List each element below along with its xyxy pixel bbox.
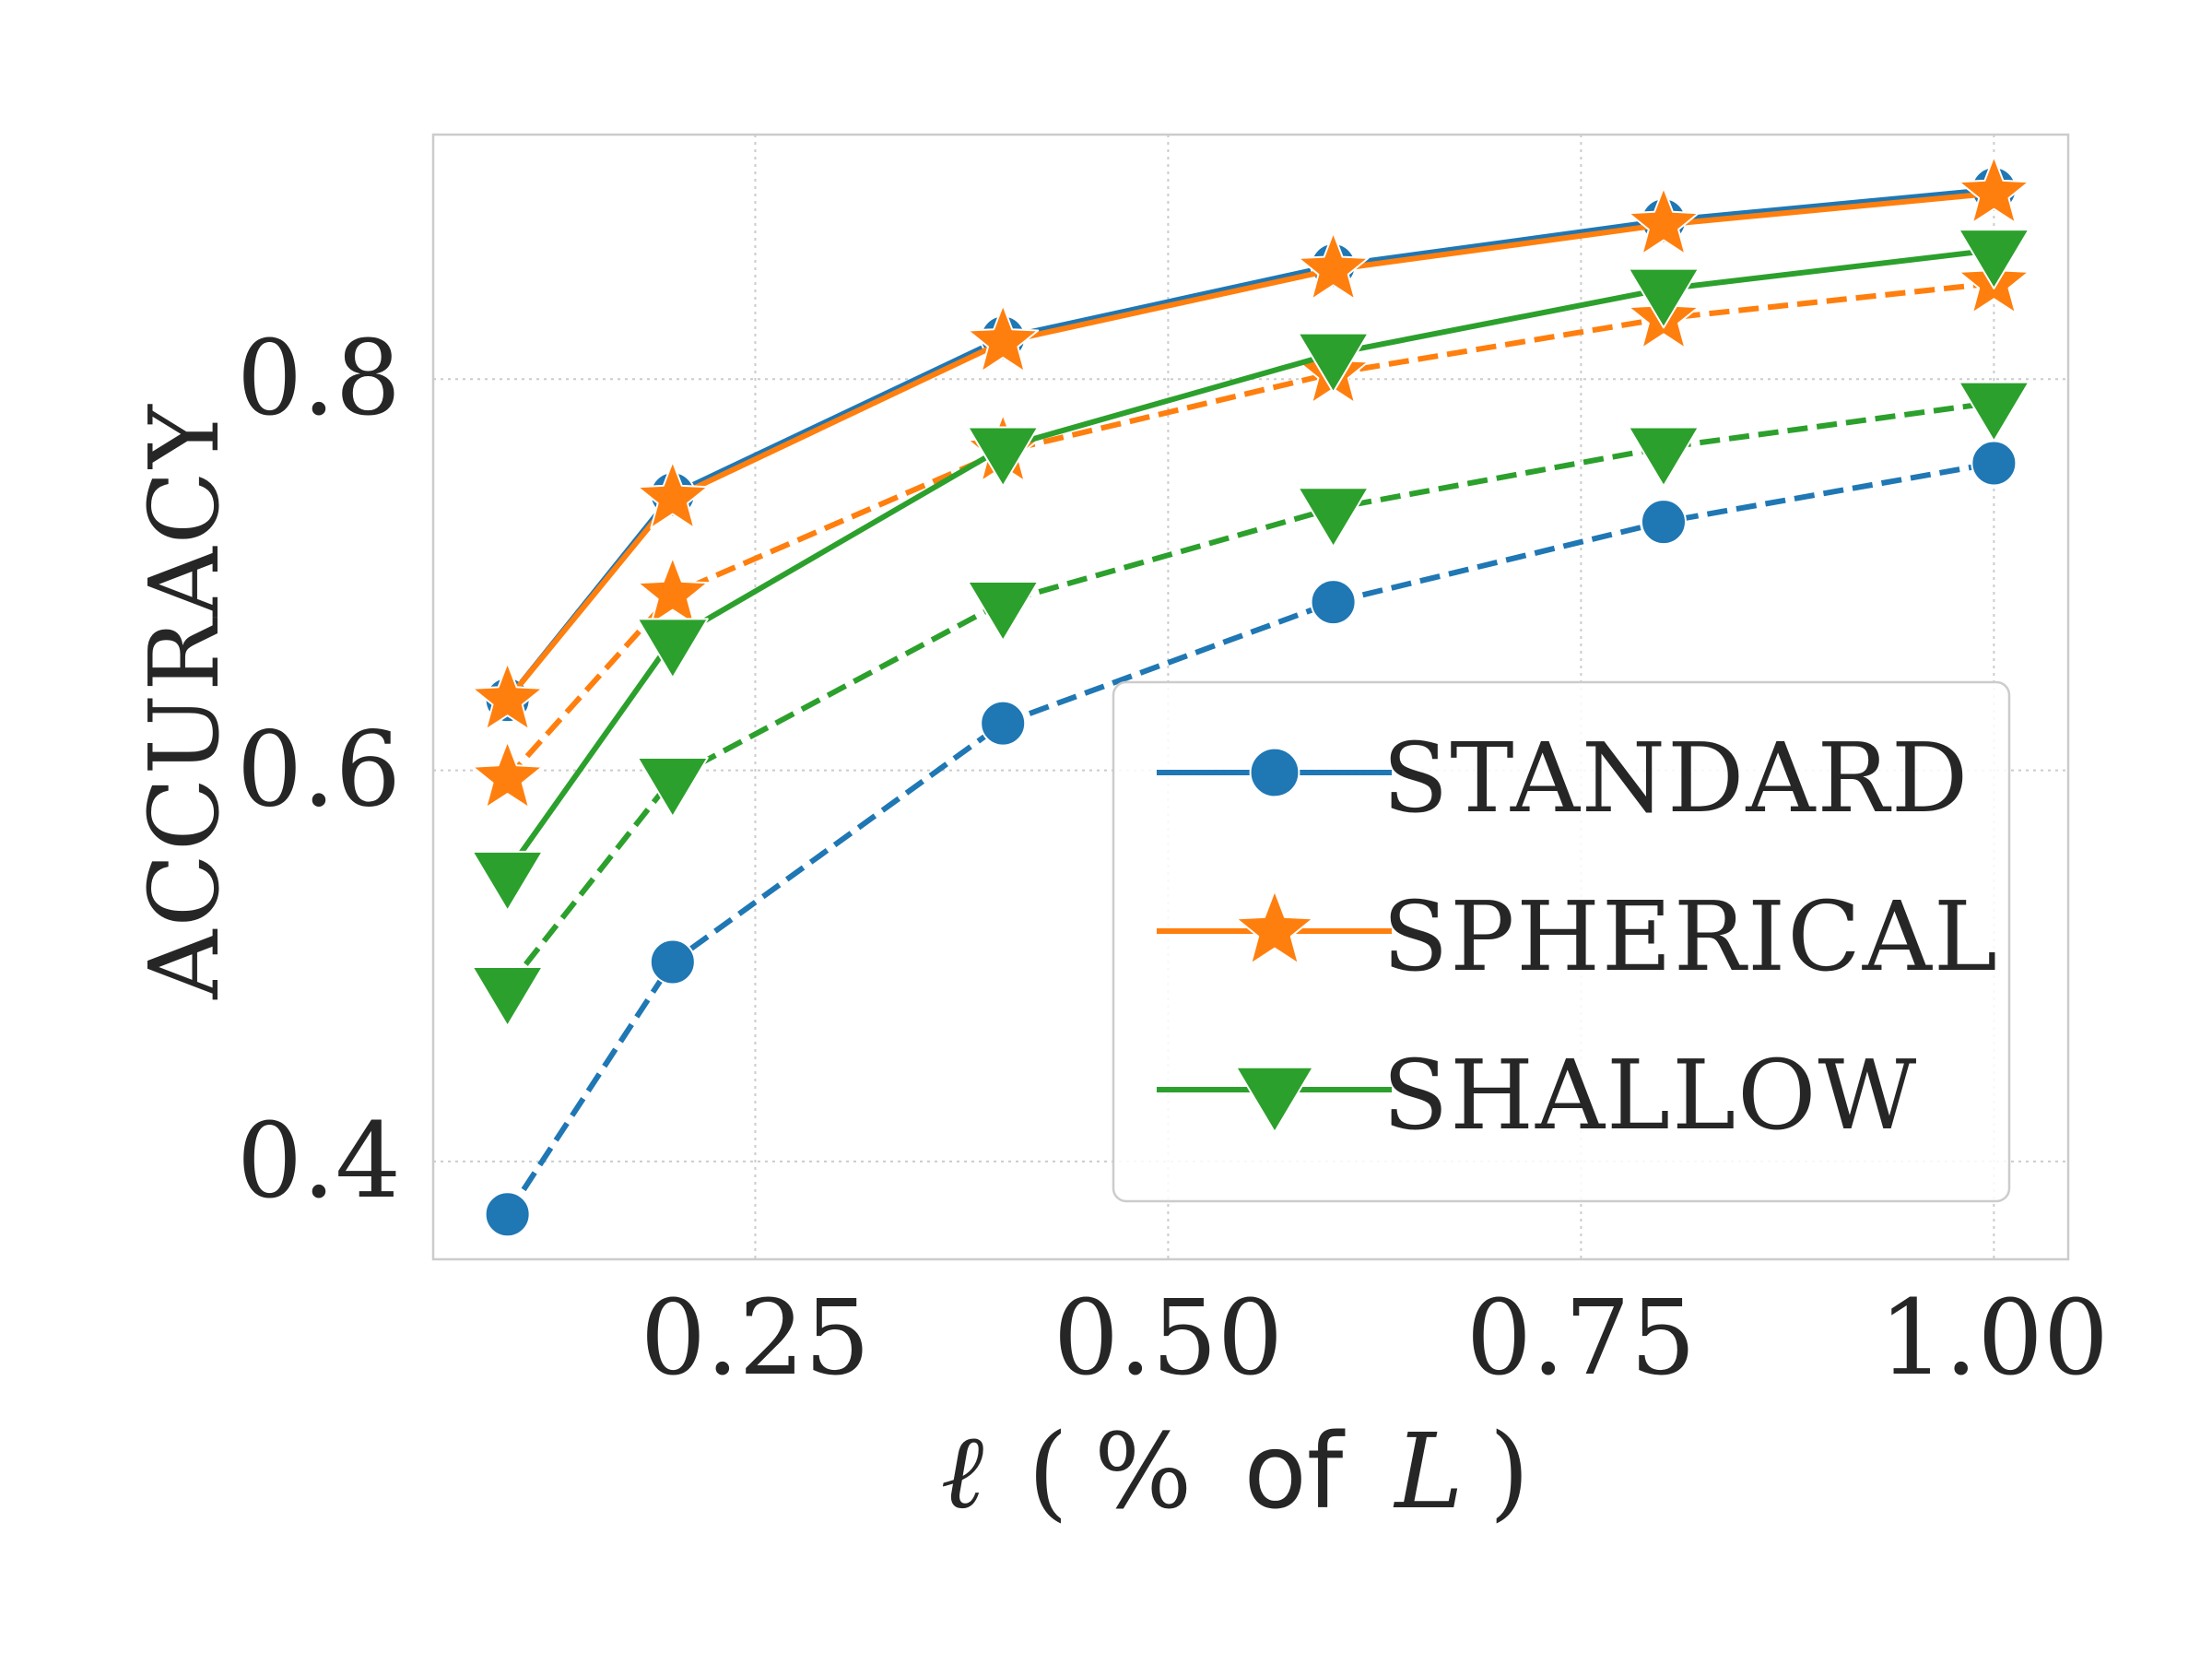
legend-label: STANDARD	[1382, 722, 1970, 834]
data-point	[1627, 426, 1700, 488]
data-point	[1958, 155, 2030, 224]
data-point	[649, 938, 696, 985]
legend-item-standard: STANDARD	[1157, 722, 1970, 834]
data-point	[967, 303, 1040, 373]
y-tick-label: 0.4	[237, 1102, 401, 1221]
data-point	[636, 757, 709, 818]
x-tick-label: 0.50	[1053, 1279, 1283, 1398]
x-axis-label-of: of	[1243, 1412, 1346, 1532]
legend-item-shallow: SHALLOW	[1157, 1039, 1918, 1151]
legend-marker	[1235, 1066, 1314, 1133]
x-axis-label-close-paren: )	[1489, 1412, 1530, 1532]
data-point	[980, 700, 1027, 747]
data-point	[471, 850, 544, 912]
data-point	[1958, 229, 2030, 289]
series-shallow-dashed	[471, 381, 2030, 1027]
y-axis-label: ACCURACY	[128, 402, 241, 1000]
series-line	[505, 247, 1994, 874]
x-tick-label: 1.00	[1879, 1279, 2109, 1398]
legend-label: SHALLOW	[1382, 1039, 1918, 1151]
legend-item-spherical: SPHERICAL	[1157, 880, 1999, 993]
x-axis-label-percent: %	[1094, 1412, 1192, 1532]
data-point	[967, 426, 1040, 488]
data-point	[471, 740, 544, 809]
tick-labels: 0.25 0.50 0.75 1.00 0.4 0.6 0.8	[237, 319, 2109, 1398]
series-line	[505, 190, 1994, 702]
y-tick-label: 0.8	[237, 319, 401, 439]
series-line	[505, 280, 1994, 781]
data-point	[636, 618, 709, 679]
data-point	[471, 966, 544, 1027]
data-point	[1640, 499, 1687, 546]
data-point	[1627, 267, 1700, 329]
data-point	[1297, 231, 1370, 301]
data-point	[636, 460, 709, 529]
series-layer	[471, 155, 2030, 1238]
data-point	[1971, 440, 2018, 487]
legend-marker	[1235, 890, 1314, 965]
data-point	[1958, 381, 2030, 443]
data-point	[1627, 186, 1700, 255]
legend: STANDARD SPHERICAL SHALLOW	[1112, 680, 2011, 1203]
data-point	[967, 581, 1040, 642]
legend-marker	[1249, 747, 1300, 798]
x-tick-label: 0.75	[1466, 1279, 1696, 1398]
data-point	[636, 556, 709, 625]
x-axis-label: ℓ ( % of L )	[941, 1412, 1530, 1532]
series-line	[505, 399, 1994, 989]
legend-label: SPHERICAL	[1382, 880, 1999, 993]
data-point	[484, 1191, 531, 1238]
data-point	[1297, 332, 1370, 394]
series-shallow	[471, 229, 2030, 912]
data-point	[1310, 579, 1357, 626]
x-axis-label-symbol: ℓ	[941, 1412, 984, 1532]
x-axis-label-L: L	[1393, 1412, 1463, 1532]
y-tick-label: 0.6	[237, 711, 401, 831]
x-axis-label-open-paren: (	[1028, 1412, 1068, 1532]
data-point	[1297, 487, 1370, 549]
series-spherical	[471, 155, 2030, 731]
x-tick-label: 0.25	[641, 1279, 870, 1398]
data-point	[471, 662, 544, 731]
series-standard-dashed	[484, 440, 2018, 1238]
plot-area-frame	[431, 133, 2070, 1261]
legend-box	[1112, 680, 2011, 1203]
series-line	[505, 460, 1994, 1216]
